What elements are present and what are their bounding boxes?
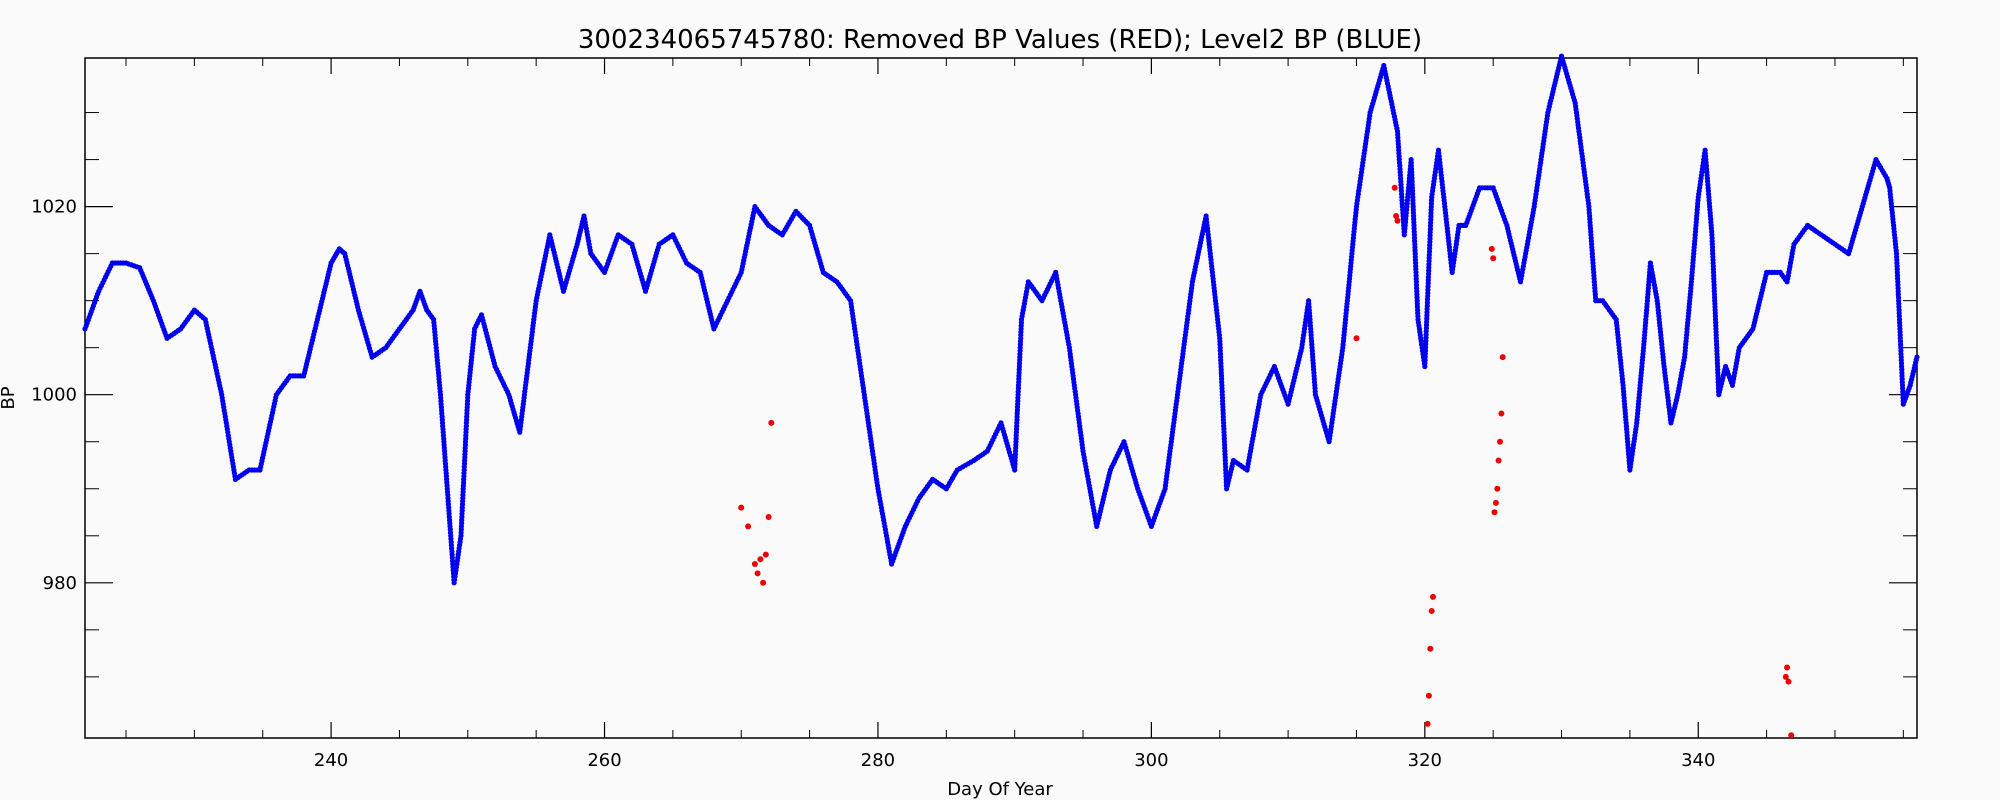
red-point xyxy=(1495,457,1502,464)
red-point xyxy=(765,514,772,520)
red-point xyxy=(768,419,775,426)
red-point xyxy=(1394,217,1401,224)
plot-area xyxy=(82,53,1920,739)
chart-title: 300234065745780: Removed BP Values (RED)… xyxy=(578,25,1422,55)
red-point xyxy=(1784,664,1791,671)
red-point xyxy=(751,561,758,567)
x-tick-label: 320 xyxy=(1408,750,1442,771)
red-point xyxy=(1497,438,1503,445)
blue-point xyxy=(1914,354,1920,360)
red-point xyxy=(760,579,767,586)
red-point xyxy=(1393,213,1400,219)
y-tick-label: 980 xyxy=(43,573,77,594)
red-point xyxy=(738,504,745,511)
series-layer xyxy=(82,53,1920,739)
red-point xyxy=(745,523,752,530)
x-tick-labels: 240 260 280 300 320 340 xyxy=(314,750,1716,771)
red-point xyxy=(1424,720,1431,727)
red-point xyxy=(1785,678,1792,685)
x-tick-label: 340 xyxy=(1681,750,1715,771)
red-point xyxy=(1782,673,1789,680)
red-point xyxy=(1491,509,1498,516)
series-1 xyxy=(738,184,1795,739)
red-point xyxy=(757,556,764,563)
red-point xyxy=(1490,255,1497,262)
x-tick-label: 240 xyxy=(314,750,348,771)
red-point xyxy=(1788,732,1795,739)
y-tick-labels: 980 1000 1020 xyxy=(31,197,77,594)
series-0 xyxy=(82,53,1920,586)
red-point xyxy=(754,570,761,577)
x-axis-label: Day Of Year xyxy=(947,779,1053,800)
red-point xyxy=(1427,645,1434,652)
x-tick-label: 260 xyxy=(587,750,621,771)
axis-ticks xyxy=(85,58,1917,738)
red-point xyxy=(1391,184,1398,191)
y-axis-label: BP xyxy=(0,386,19,409)
red-point xyxy=(1492,499,1499,506)
red-point xyxy=(1498,410,1505,417)
red-point xyxy=(762,551,769,558)
x-tick-label: 280 xyxy=(861,750,895,771)
x-tick-label: 300 xyxy=(1134,750,1168,771)
red-point xyxy=(1488,245,1495,252)
red-point xyxy=(1499,354,1506,361)
plot-frame xyxy=(84,57,1918,739)
red-point xyxy=(1353,335,1360,342)
red-point xyxy=(1494,485,1501,492)
red-point xyxy=(1425,692,1432,699)
red-point xyxy=(1430,593,1436,600)
y-tick-label: 1020 xyxy=(31,197,77,218)
red-point xyxy=(1428,608,1435,614)
y-tick-label: 1000 xyxy=(31,385,77,406)
